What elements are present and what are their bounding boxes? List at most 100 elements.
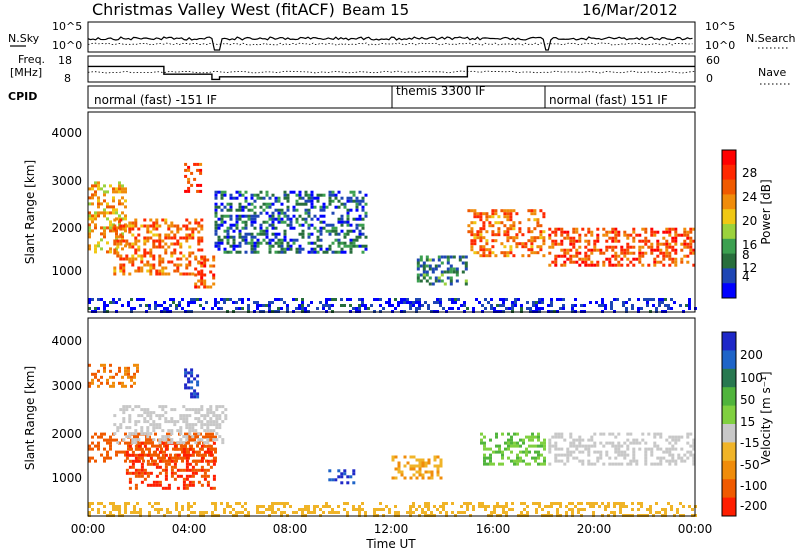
vel-data-cell [531, 432, 534, 436]
power-data-cell [232, 301, 235, 304]
vel-data-cell [277, 508, 280, 511]
vel-data-cell [140, 429, 144, 433]
vel-data-cell [340, 475, 344, 479]
power-data-cell [361, 196, 365, 200]
vel-data-cell [617, 447, 621, 451]
power-data-cell [118, 181, 121, 185]
power-data-cell [673, 301, 676, 304]
vel-data-cell [128, 459, 132, 463]
power-data-cell [623, 248, 627, 252]
power-data-cell [94, 307, 97, 310]
vel-data-cell [505, 502, 508, 505]
power-data-cell [491, 224, 495, 228]
vel-data-cell [199, 432, 202, 436]
power-data-cell [632, 263, 636, 267]
vel-data-cell [167, 483, 171, 487]
power-data-cell [310, 193, 314, 197]
power-data-cell [668, 257, 672, 261]
power-data-cell [346, 232, 350, 236]
vel-data-cell [271, 508, 274, 511]
power-data-cell [119, 233, 123, 237]
power-data-cell [361, 250, 365, 254]
power-data-cell [352, 190, 356, 194]
vel-data-cell [493, 508, 496, 511]
vel-data-cell [489, 453, 492, 457]
power-data-cell [121, 235, 124, 239]
power-data-cell [217, 190, 221, 194]
power-data-cell [397, 304, 400, 307]
vel-data-cell [188, 426, 192, 430]
power-data-cell [641, 251, 645, 255]
power-data-cell [569, 254, 573, 258]
power-data-cell [509, 215, 513, 219]
vel-data-cell [289, 505, 292, 508]
vel-data-cell [583, 508, 586, 511]
power-data-cell [589, 301, 592, 304]
vel-data-cell [137, 447, 141, 451]
power-data-cell [310, 241, 314, 245]
power-data-cell [355, 244, 359, 248]
vel-data-cell [298, 508, 301, 511]
power-data-cell [250, 208, 254, 212]
power-data-cell [620, 257, 624, 261]
power-data-cell [277, 250, 281, 254]
vel-data-cell [196, 450, 199, 454]
power-data-cell [325, 301, 328, 304]
power-data-cell [437, 264, 441, 268]
vel-data-cell [670, 508, 673, 511]
power-data-cell [295, 199, 299, 203]
vel-data-cell [483, 459, 486, 463]
power-data-cell [280, 250, 284, 254]
power-data-cell [548, 251, 552, 255]
vel-data-cell [155, 480, 159, 484]
power-data-cell [172, 298, 175, 301]
power-data-cell [121, 217, 124, 221]
vel-data-cell [238, 502, 241, 505]
power-data-cell [122, 224, 126, 228]
power-data-cell [292, 214, 296, 218]
power-data-cell [448, 298, 451, 301]
power-data-cell [590, 248, 594, 252]
vel-data-cell [656, 444, 660, 448]
power-data-cell [109, 184, 112, 188]
vel-data-cell [199, 447, 202, 451]
vel-data-cell [688, 505, 691, 508]
power-data-cell [235, 250, 239, 254]
power-data-cell [328, 196, 332, 200]
power-data-cell [238, 193, 242, 197]
vel-data-cell [187, 505, 190, 508]
power-data-cell [574, 304, 577, 307]
vel-data-cell [507, 447, 510, 451]
power-data-cell [115, 190, 118, 194]
power-data-cell [328, 199, 332, 203]
vel-data-cell [173, 441, 177, 445]
vel-data-cell [182, 441, 186, 445]
power-data-cell [277, 298, 280, 301]
vel-data-cell [644, 456, 648, 460]
power-data-cell [346, 214, 350, 218]
power-data-cell [226, 229, 230, 233]
power-data-cell [286, 241, 290, 245]
power-data-cell [550, 298, 553, 301]
vel-data-cell [116, 429, 120, 433]
power-data-cell [484, 298, 487, 301]
vel-data-cell [415, 476, 419, 480]
power-data-cell [121, 202, 124, 206]
vel-data-cell [510, 444, 513, 448]
vel-data-cell [510, 459, 513, 463]
vel-data-cell [626, 438, 630, 442]
power-data-cell [185, 236, 189, 240]
power-data-cell [629, 245, 633, 249]
power-data-cell [197, 285, 201, 289]
power-data-cell [206, 258, 210, 262]
vel-data-cell [224, 414, 228, 418]
power-data-cell [289, 217, 293, 221]
power-data-cell [203, 279, 207, 283]
power-data-cell [620, 251, 624, 255]
power-data-cell [280, 208, 284, 212]
vel-data-cell [427, 458, 431, 462]
vel-data-cell [614, 435, 618, 439]
vel-data-cell [124, 369, 127, 373]
cpid-mode-2: themis 3300 IF [396, 84, 486, 98]
power-data-cell [431, 267, 435, 271]
